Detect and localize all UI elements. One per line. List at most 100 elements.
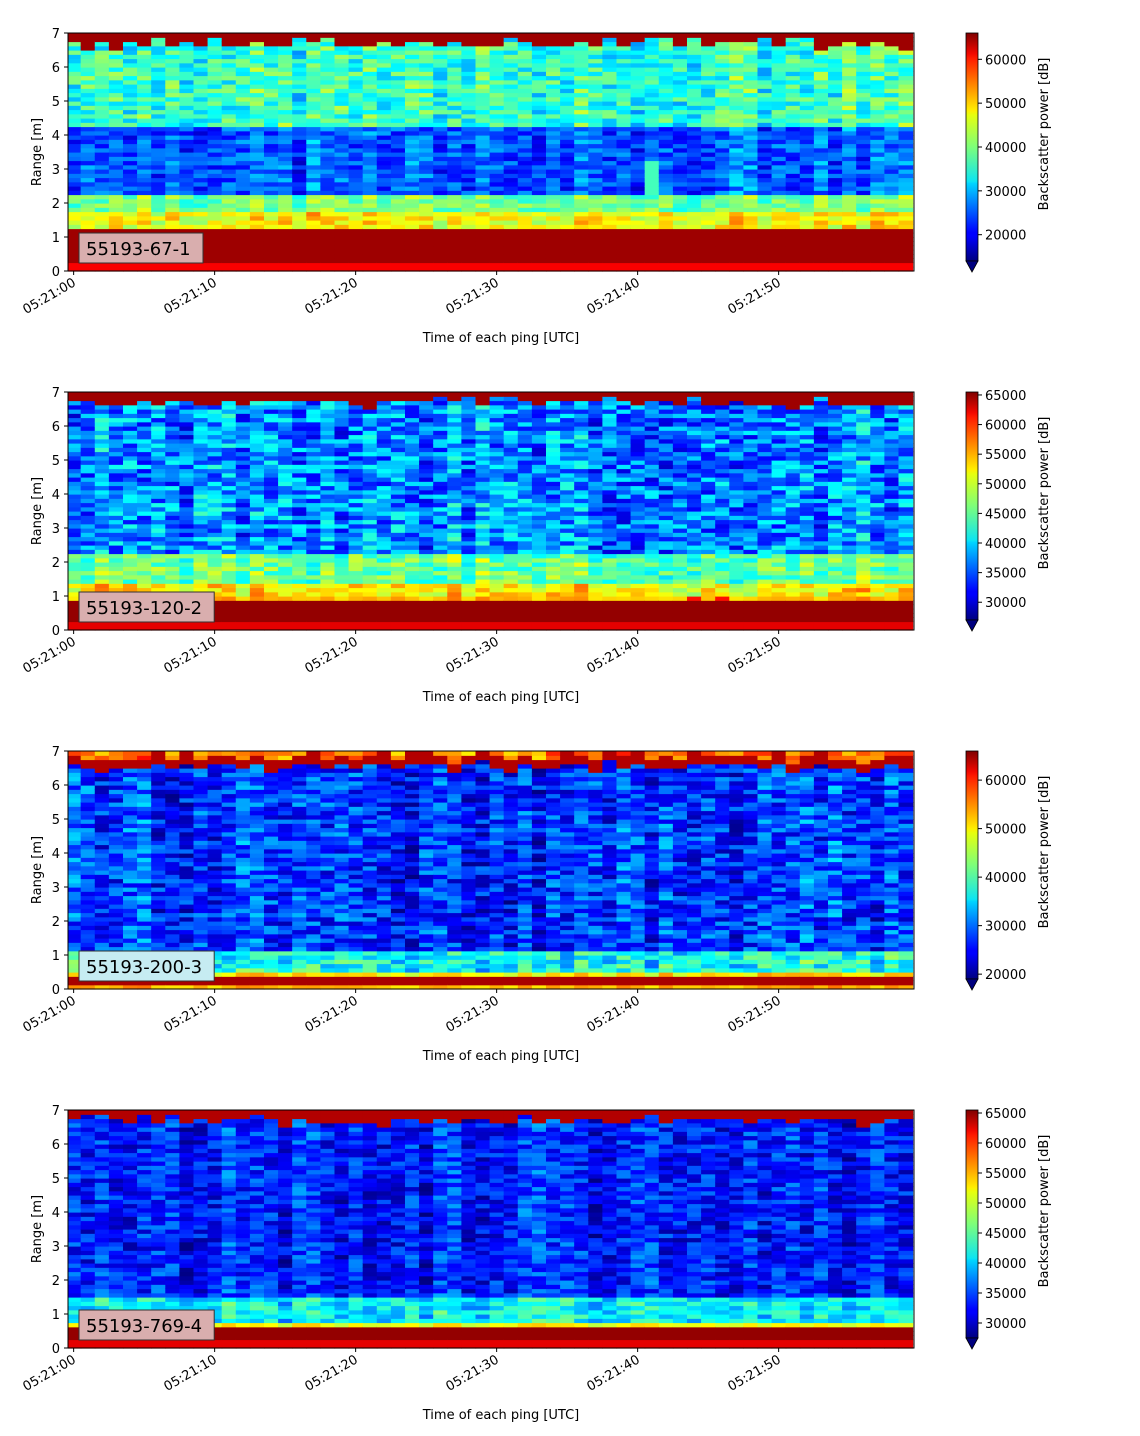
- echogram-cell: [616, 88, 632, 94]
- echogram-cell: [165, 574, 180, 580]
- echogram-cell: [320, 198, 336, 204]
- echogram-cell: [842, 232, 857, 238]
- echogram-cell: [348, 528, 364, 533]
- echogram-cell: [517, 84, 533, 89]
- echogram-cell: [658, 135, 674, 140]
- echogram-cell: [630, 190, 646, 196]
- echogram-cell: [306, 574, 321, 580]
- echogram-cell: [433, 434, 448, 440]
- echogram-cell: [362, 266, 378, 272]
- echogram-cell: [870, 203, 885, 208]
- echogram-cell: [447, 122, 462, 128]
- echogram-cell: [292, 241, 307, 247]
- echogram-cell: [560, 79, 575, 85]
- echogram-cell: [249, 587, 265, 593]
- echogram-cell: [517, 113, 533, 119]
- echogram-cell: [644, 135, 660, 140]
- echogram-cell: [771, 160, 787, 166]
- echogram-cell: [137, 400, 152, 406]
- echogram-cell: [292, 421, 307, 427]
- echogram-cell: [263, 211, 279, 217]
- echogram-cell: [235, 33, 251, 38]
- echogram-cell: [574, 113, 589, 119]
- echogram-cell: [348, 126, 364, 132]
- echogram-cell: [193, 625, 209, 631]
- echogram-cell: [193, 545, 209, 550]
- echogram-cell: [362, 37, 378, 43]
- echogram-cell: [489, 169, 505, 174]
- echogram-cell: [729, 113, 744, 119]
- echogram-cell: [179, 421, 195, 427]
- echogram-cell: [771, 181, 787, 187]
- echogram-cell: [334, 37, 350, 43]
- echogram-cell: [179, 583, 195, 589]
- echogram-cell: [94, 460, 110, 465]
- echogram-cell: [686, 62, 702, 68]
- echogram-cell: [672, 237, 688, 242]
- echogram-cell: [898, 237, 914, 242]
- echogram-cell: [616, 130, 632, 136]
- echogram-cell: [461, 207, 477, 213]
- echogram-cell: [306, 211, 321, 217]
- echogram-cell: [94, 574, 110, 580]
- echogram-cell: [108, 147, 124, 153]
- echogram-cell: [249, 164, 265, 170]
- echogram-cell: [560, 105, 575, 111]
- echogram-cell: [644, 79, 660, 85]
- echogram-cell: [68, 523, 82, 529]
- echogram-cell: [320, 540, 336, 546]
- echogram-cell: [433, 258, 448, 264]
- echogram-cell: [193, 494, 209, 499]
- echogram-cell: [165, 557, 180, 563]
- echogram-cells: [68, 392, 914, 631]
- echogram-cell: [94, 409, 110, 414]
- echogram-cell: [517, 130, 533, 136]
- echogram-cell: [489, 232, 505, 238]
- echogram-cell: [771, 220, 787, 225]
- echogram-cell: [419, 207, 434, 213]
- echogram-cell: [165, 438, 180, 444]
- echogram-cell: [94, 50, 110, 55]
- echogram-cell: [461, 617, 477, 623]
- echogram-cell: [799, 101, 815, 106]
- echogram-cell: [235, 515, 251, 521]
- echogram-cell: [376, 532, 392, 538]
- echogram-cell: [68, 451, 82, 457]
- echogram-cell: [461, 58, 477, 64]
- echogram-cell: [390, 126, 406, 132]
- echogram-cell: [433, 152, 448, 157]
- echogram-cell: [489, 143, 505, 149]
- echogram-cell: [475, 249, 491, 255]
- echogram-cell: [221, 62, 237, 68]
- echogram-cell: [376, 472, 392, 478]
- echogram-cell: [489, 130, 505, 136]
- echogram-cell: [68, 532, 82, 538]
- echogram-cell: [404, 147, 420, 153]
- echogram-cell: [193, 113, 209, 119]
- echogram-cell: [870, 228, 885, 234]
- echogram-cell: [334, 224, 350, 230]
- echogram-cell: [616, 113, 632, 119]
- echogram-cell: [68, 109, 82, 115]
- echogram-cell: [68, 262, 82, 268]
- echogram-cell: [574, 237, 589, 242]
- echogram-cell: [390, 194, 406, 200]
- echogram-cell: [447, 443, 462, 448]
- echogram-cell: [404, 45, 420, 51]
- echogram-cell: [165, 45, 180, 51]
- echogram-cell: [560, 186, 575, 191]
- echogram-cell: [235, 540, 251, 546]
- echogram-cell: [193, 519, 209, 525]
- echogram-cell: [334, 58, 350, 64]
- echogram-cell: [419, 118, 434, 123]
- echogram-cell: [531, 211, 547, 217]
- echogram-cell: [560, 207, 575, 213]
- echogram-cell: [390, 596, 406, 601]
- echogram-cell: [644, 113, 660, 119]
- echogram-cell: [137, 109, 152, 115]
- echogram-cell: [94, 211, 110, 217]
- echogram-cell: [827, 169, 843, 174]
- echogram-cell: [80, 625, 96, 631]
- echogram-cell: [898, 101, 914, 106]
- echogram-cell: [207, 404, 223, 410]
